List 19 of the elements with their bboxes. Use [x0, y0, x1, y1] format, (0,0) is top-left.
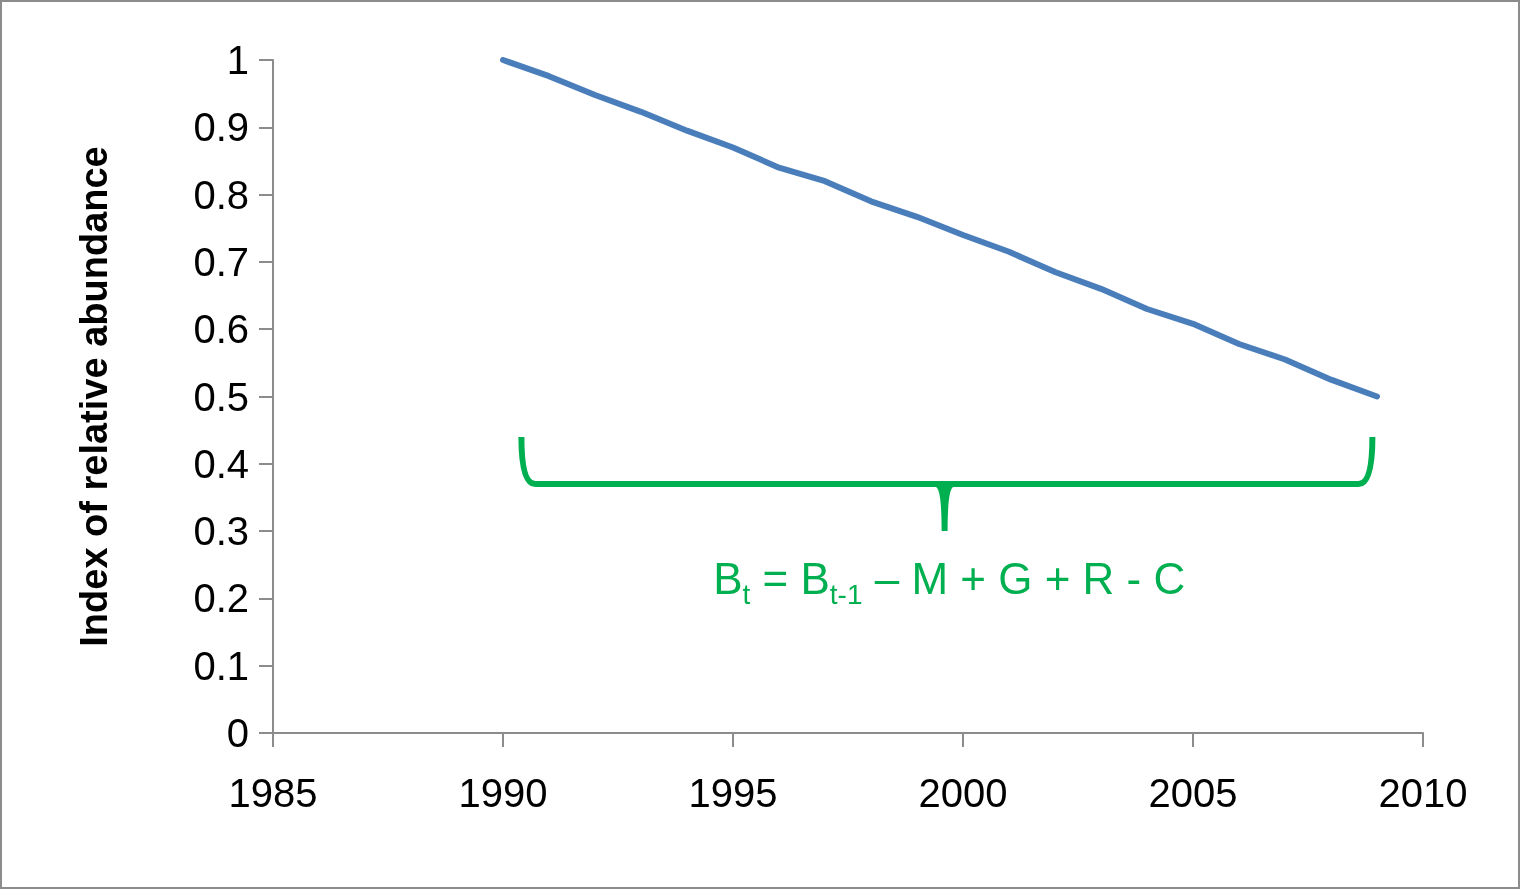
y-tick-label: 1 [226, 38, 249, 82]
y-tick-label: 0.8 [193, 172, 249, 217]
y-tick-label: 0.5 [193, 374, 249, 419]
x-tick-label: 2010 [1378, 771, 1468, 815]
x-tick-label: 1995 [688, 771, 778, 815]
y-tick-label: 0.2 [193, 576, 249, 621]
x-tick-label: 1985 [228, 771, 318, 815]
x-tick-label: 2000 [918, 771, 1008, 815]
y-tick-label: 0.1 [193, 643, 249, 688]
y-tick-label: 0.9 [193, 105, 249, 150]
y-tick-label: 0.7 [193, 239, 249, 284]
y-tick-label: 0.4 [193, 441, 249, 486]
annotation: B$_{t}$ = B$_{t-1}$ – M + G + R - C [713, 553, 1186, 611]
x-tick-label: 2005 [1148, 771, 1238, 815]
y-tick-label: 0.6 [193, 307, 249, 352]
y-axis-title: Index of relative abundance [73, 146, 115, 647]
y-tick-label: 0 [226, 711, 249, 755]
y-tick-label: 0.3 [193, 509, 249, 554]
x-tick-label: 1990 [458, 771, 548, 815]
